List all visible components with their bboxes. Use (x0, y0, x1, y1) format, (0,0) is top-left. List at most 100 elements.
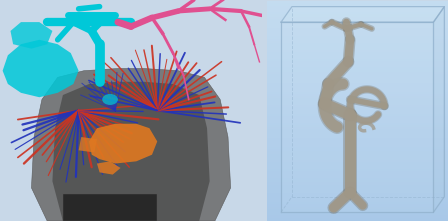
Bar (267, 154, 448, 156)
Bar (267, 19, 448, 21)
Polygon shape (52, 82, 210, 221)
Bar (267, 50, 448, 52)
Polygon shape (79, 137, 97, 152)
Bar (267, 78, 448, 81)
Polygon shape (10, 22, 52, 49)
Bar (267, 151, 448, 154)
Bar (267, 167, 448, 169)
Polygon shape (97, 161, 121, 175)
Bar (63, 194, 157, 221)
Bar (267, 30, 448, 32)
Bar (267, 65, 448, 67)
Bar (267, 138, 448, 140)
Bar (267, 32, 448, 34)
Bar (267, 67, 448, 70)
Bar (267, 17, 448, 19)
Bar (267, 162, 448, 165)
Bar (267, 14, 448, 17)
Bar (267, 176, 448, 178)
Bar (267, 43, 448, 45)
Bar (267, 169, 448, 171)
Bar (267, 149, 448, 151)
Bar (267, 191, 448, 193)
Bar (267, 56, 448, 59)
Bar (267, 198, 448, 200)
Polygon shape (3, 40, 79, 97)
Bar (267, 213, 448, 215)
Bar (267, 123, 448, 125)
Bar (267, 76, 448, 78)
Bar (267, 129, 448, 131)
Bar (267, 98, 448, 101)
Bar (267, 120, 448, 123)
Polygon shape (281, 7, 444, 22)
Bar (267, 72, 448, 74)
Bar (267, 54, 448, 56)
Bar (267, 136, 448, 138)
Bar (267, 173, 448, 176)
Bar (267, 131, 448, 134)
Bar (267, 193, 448, 196)
Bar (267, 94, 448, 96)
Bar (267, 25, 448, 28)
Bar (267, 156, 448, 158)
Bar (267, 178, 448, 180)
Bar (267, 182, 448, 185)
Bar (267, 36, 448, 39)
Bar (267, 92, 448, 94)
Bar (267, 204, 448, 207)
Bar (267, 134, 448, 136)
Bar (267, 185, 448, 187)
Polygon shape (281, 22, 434, 212)
Bar (267, 171, 448, 173)
Bar (267, 52, 448, 54)
Bar (267, 165, 448, 167)
Bar (267, 218, 448, 220)
Bar (267, 112, 448, 114)
Bar (267, 12, 448, 14)
Bar (267, 158, 448, 160)
Polygon shape (31, 69, 231, 221)
Bar (267, 61, 448, 63)
Bar (267, 118, 448, 120)
Bar (267, 200, 448, 202)
Bar (267, 74, 448, 76)
Bar (267, 6, 448, 8)
Bar (267, 209, 448, 211)
Bar (267, 85, 448, 87)
Bar (267, 180, 448, 182)
Bar (267, 90, 448, 92)
Bar (267, 83, 448, 85)
Bar (267, 28, 448, 30)
Bar (267, 143, 448, 145)
Bar (267, 160, 448, 162)
Bar (267, 125, 448, 127)
Bar (267, 189, 448, 191)
Bar (267, 3, 448, 6)
Bar (267, 107, 448, 109)
Bar (267, 87, 448, 90)
Bar (267, 1, 448, 3)
Bar (267, 187, 448, 189)
Bar (267, 48, 448, 50)
Bar (267, 59, 448, 61)
Bar (267, 202, 448, 204)
Bar (267, 41, 448, 43)
Bar (267, 140, 448, 143)
Bar (267, 70, 448, 72)
Bar (267, 215, 448, 218)
Bar (267, 96, 448, 98)
Polygon shape (434, 7, 444, 212)
Bar (267, 63, 448, 65)
Bar (267, 39, 448, 41)
Polygon shape (89, 124, 157, 164)
Bar (267, 109, 448, 112)
Bar (267, 127, 448, 129)
Bar (267, 81, 448, 83)
Bar (267, 10, 448, 12)
Bar (267, 116, 448, 118)
Bar (267, 45, 448, 48)
Bar (267, 105, 448, 107)
Bar (267, 114, 448, 116)
Bar (267, 34, 448, 36)
